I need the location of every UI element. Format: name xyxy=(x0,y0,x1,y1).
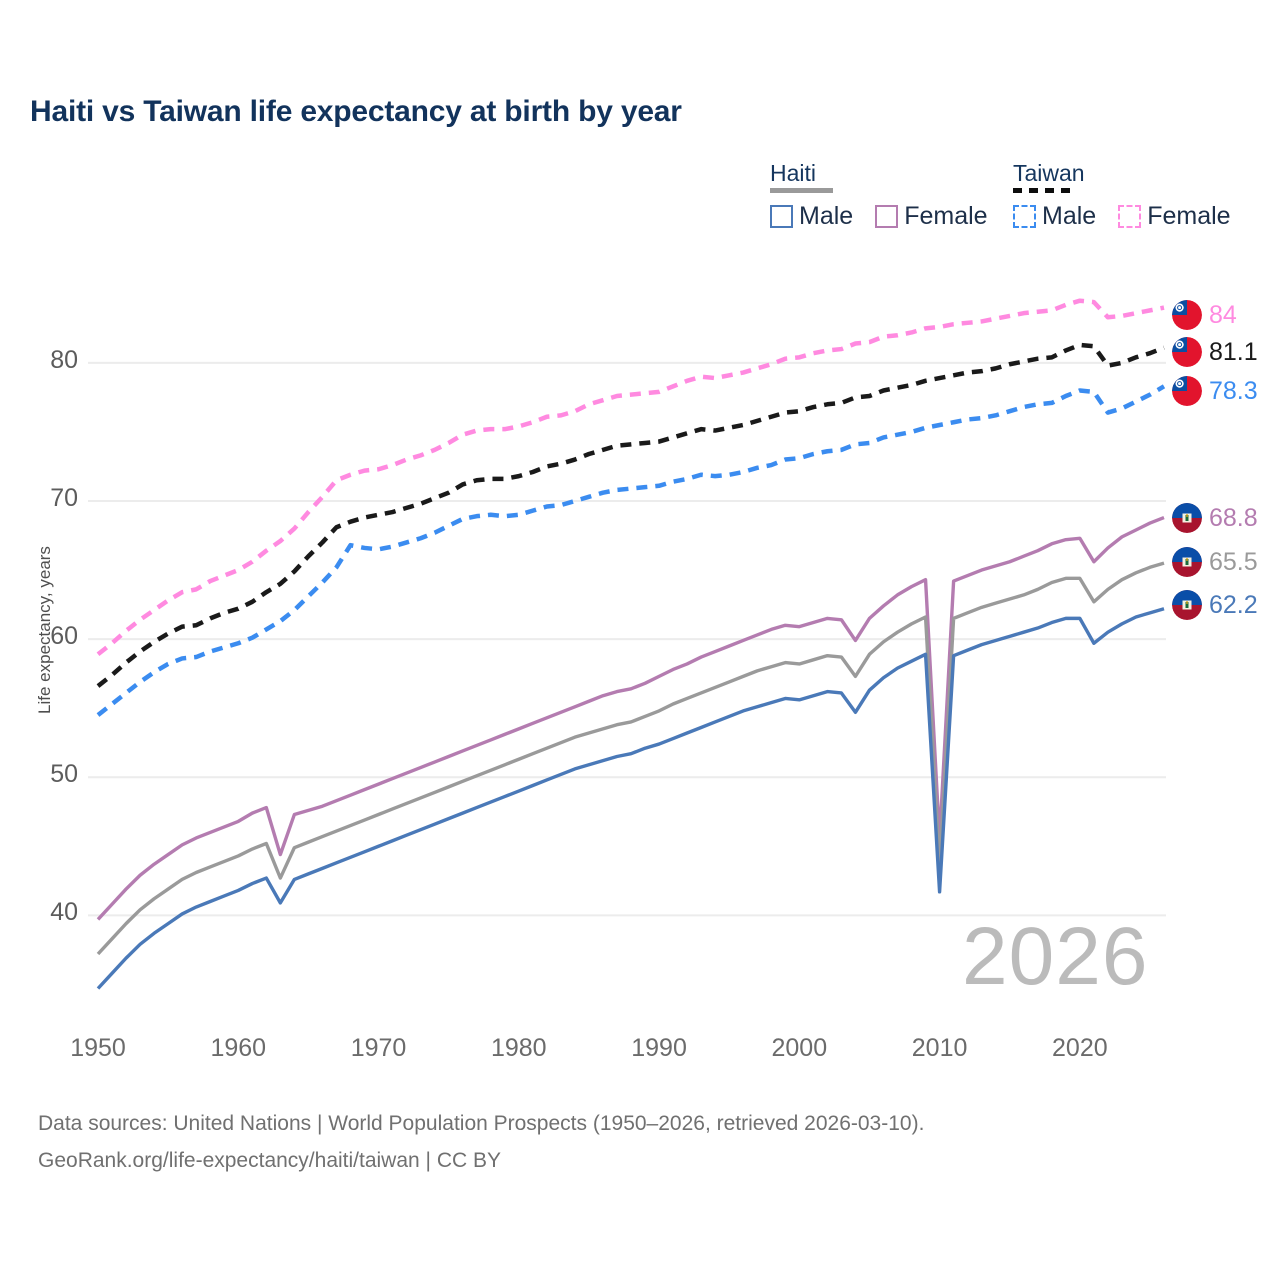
series-end-value: 62.2 xyxy=(1209,590,1258,619)
x-tick-label: 2020 xyxy=(1052,1034,1108,1062)
series-end-value: 81.1 xyxy=(1209,337,1258,366)
series-line xyxy=(96,607,1165,990)
series-end-label: 68.8 xyxy=(1172,503,1258,533)
series-line xyxy=(96,561,1165,956)
x-tick-label: 1950 xyxy=(70,1034,126,1062)
y-tick-label: 60 xyxy=(50,622,78,651)
legend-label-haiti-male: Male xyxy=(799,202,854,230)
x-tick-label: 1970 xyxy=(350,1034,407,1062)
series-end-value: 65.5 xyxy=(1209,547,1258,576)
series-end-label: 81.1 xyxy=(1172,337,1258,367)
haiti-flag-icon xyxy=(1172,547,1202,577)
footer-credits: Data sources: United Nations | World Pop… xyxy=(38,1105,1238,1179)
y-tick-label: 70 xyxy=(50,483,78,512)
legend-swatch-icon-haiti-male xyxy=(770,205,793,228)
x-tick-label: 1980 xyxy=(490,1034,547,1062)
page-title: Haiti vs Taiwan life expectancy at birth… xyxy=(30,95,682,128)
footer-line-1: Data sources: United Nations | World Pop… xyxy=(38,1112,925,1135)
taiwan-flag-icon xyxy=(1172,376,1202,406)
legend-label-haiti-female: Female xyxy=(904,202,988,230)
year-watermark: 2026 xyxy=(962,911,1149,1002)
legend-item-haiti-female[interactable]: Female xyxy=(875,202,988,230)
series-line xyxy=(96,342,1165,688)
legend-label-taiwan-male: Male xyxy=(1042,202,1097,230)
x-tick-label: 1960 xyxy=(210,1034,267,1062)
legend-group-haiti-title: Haiti xyxy=(770,160,988,198)
legend-label-taiwan-female: Female xyxy=(1147,202,1231,230)
series-end-label: 78.3 xyxy=(1172,376,1258,406)
taiwan-flag-icon xyxy=(1172,300,1202,330)
y-axis-title: Life expectancy, years xyxy=(35,546,54,714)
legend-swatch-icon-taiwan-male xyxy=(1013,205,1036,228)
legend-swatch-icon-taiwan-female xyxy=(1118,205,1142,228)
haiti-flag-icon xyxy=(1172,590,1202,620)
gridlines xyxy=(88,361,1166,917)
legend-taiwan-line-sample xyxy=(1013,188,1076,193)
y-tick-label: 80 xyxy=(50,345,78,374)
x-tick-label: 2010 xyxy=(911,1034,968,1062)
series-line xyxy=(96,384,1166,717)
x-tick-label: 1990 xyxy=(631,1034,687,1062)
legend-group-haiti: Haiti Male Female xyxy=(770,160,988,229)
footer-line-2: GeoRank.org/life-expectancy/haiti/taiwan… xyxy=(38,1149,502,1172)
x-tick-label: 2000 xyxy=(771,1034,828,1062)
legend-item-taiwan-female[interactable]: Female xyxy=(1118,202,1231,230)
legend-item-taiwan-male[interactable]: Male xyxy=(1013,204,1096,229)
data-lines xyxy=(96,298,1166,990)
legend-group-taiwan-title: Taiwan xyxy=(1013,160,1231,198)
series-line xyxy=(96,298,1165,657)
legend-swatch-icon-haiti-female xyxy=(875,205,899,228)
series-end-value: 78.3 xyxy=(1209,376,1258,405)
taiwan-flag-icon xyxy=(1172,337,1202,367)
legend-item-haiti-male[interactable]: Male xyxy=(770,204,853,229)
series-end-value: 68.8 xyxy=(1209,503,1258,532)
haiti-flag-icon xyxy=(1172,503,1202,533)
series-end-label: 65.5 xyxy=(1172,547,1258,577)
legend-group-haiti-label: Haiti xyxy=(770,160,817,186)
y-tick-label: 50 xyxy=(50,760,78,789)
chart-legend: Haiti Male Female Taiwan xyxy=(760,160,1260,240)
series-end-value: 84 xyxy=(1209,300,1237,329)
series-end-label: 62.2 xyxy=(1172,590,1258,620)
legend-haiti-line-sample xyxy=(770,188,833,193)
y-tick-label: 40 xyxy=(50,898,78,927)
legend-group-taiwan: Taiwan Male Female xyxy=(1013,160,1231,229)
legend-group-taiwan-label: Taiwan xyxy=(1013,160,1085,186)
series-end-label: 84 xyxy=(1172,300,1237,330)
series-line xyxy=(96,515,1165,921)
